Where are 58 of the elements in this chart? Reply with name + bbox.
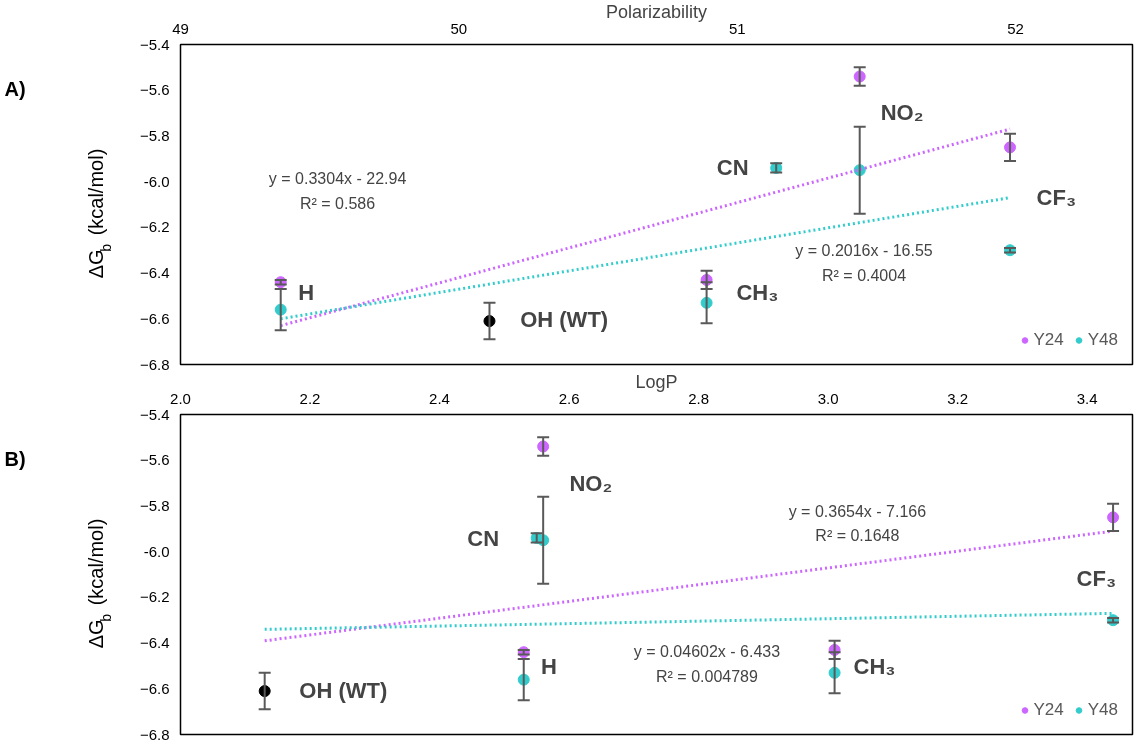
annotation: R² = 0.1648 [815,527,900,545]
y-tick-label: -6.0 [143,542,170,560]
annotation: R² = 0.4004 [822,267,907,285]
annotation: NO₂ [569,470,613,496]
x-tick-label: 52 [1007,19,1024,37]
y-tick-label: −6.6 [139,309,170,327]
text: B) [4,448,26,471]
annotation: y = 0.04602x - 6.433 [633,642,781,660]
y-tick-label: −6.4 [139,634,170,652]
y-tick-label: −5.8 [139,126,170,144]
x-tick-label: 51 [728,19,746,37]
legend-label: Y24 [1033,700,1064,720]
y-axis-title: ΔGb (kcal/mol) [84,148,114,279]
y-tick-label: −6.2 [139,218,170,236]
legend-label: Y24 [1033,330,1064,350]
y-tick-label: −5.8 [139,496,170,514]
annotation: y = 0.2016x - 16.55 [795,242,933,260]
x-tick-label: 50 [450,19,468,37]
annotation: CN [716,154,749,180]
y-tick-label: -6.0 [143,172,170,190]
y-tick-label: −5.4 [139,35,170,53]
y-tick-label: −6.4 [139,264,170,282]
y-tick-label: −5.6 [139,81,170,99]
x-tick-label: 3.4 [1076,389,1098,407]
x-tick-label: 3.0 [817,389,839,407]
chart-title: LogP [635,371,678,392]
x-tick-label: 2.6 [558,389,580,407]
y-axis-title: ΔGb (kcal/mol) [84,518,114,649]
y-tick-label: −6.8 [139,725,170,740]
annotation: R² = 0.586 [300,195,376,213]
x-tick-label: 2.4 [429,389,450,407]
x-tick-label: 49 [172,19,189,37]
x-tick-label: 2.0 [170,389,191,407]
annotation: y = 0.3304x - 22.94 [268,170,407,188]
y-tick-label: −6.6 [139,679,170,697]
annotation: H [540,654,557,680]
annotation: CF₃ [1076,566,1117,592]
annotation: NO₂ [880,100,924,126]
legend-label: Y48 [1087,700,1118,720]
y-tick-label: −5.4 [139,405,170,423]
annotation: H [298,280,315,305]
x-tick-label: 3.2 [947,389,969,407]
annotation: CH₃ [736,280,779,305]
annotation: y = 0.3654x - 7.166 [788,502,927,520]
annotation: OH (WT) [520,306,609,332]
annotation: OH (WT) [299,677,388,703]
legend-label: Y48 [1087,330,1118,350]
chart-title: Polarizability [605,1,708,22]
x-tick-label: 2.2 [299,389,321,407]
annotation: R² = 0.004789 [656,668,758,686]
annotation: CN [467,525,500,551]
annotation: CH₃ [853,654,896,680]
y-tick-label: −6.2 [139,588,170,606]
annotation: CF₃ [1036,184,1077,210]
x-tick-label: 2.8 [688,389,710,407]
y-tick-label: −5.6 [139,451,170,469]
y-tick-label: −6.8 [139,355,170,373]
text: A) [4,78,26,101]
